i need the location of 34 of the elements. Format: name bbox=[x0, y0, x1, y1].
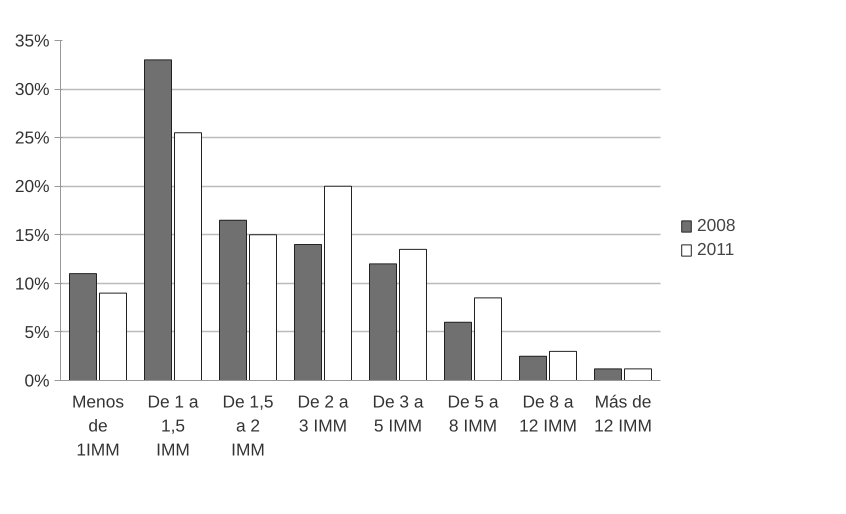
bar bbox=[324, 186, 352, 380]
x-tick-label: De 2 a 3 IMM bbox=[297, 392, 349, 436]
bar bbox=[474, 297, 502, 380]
y-tick-label: 15% bbox=[14, 224, 50, 245]
legend-label: 2011 bbox=[697, 239, 734, 260]
legend-label: 2008 bbox=[697, 215, 736, 236]
bar bbox=[549, 350, 577, 380]
bar bbox=[144, 59, 172, 380]
bar bbox=[99, 292, 127, 380]
y-tick-label: 30% bbox=[14, 79, 50, 100]
bar bbox=[399, 248, 427, 380]
x-tick-label: De 5 a 8 IMM bbox=[447, 392, 499, 436]
x-tick-label: Más de 12 IMM bbox=[594, 392, 652, 436]
x-tick-label: De 1 a 1,5 IMM bbox=[147, 392, 199, 460]
y-tick-label: 25% bbox=[14, 128, 50, 148]
bar bbox=[294, 244, 322, 380]
x-tick-label: De 8 a 12 IMM bbox=[519, 392, 577, 436]
x-tick-label: De 1,5 a 2 IMM bbox=[222, 392, 274, 460]
x-tick-label: Menos de 1IMM bbox=[72, 392, 124, 460]
bar bbox=[444, 322, 472, 380]
bar bbox=[624, 368, 652, 380]
bar bbox=[249, 234, 277, 380]
bar bbox=[369, 263, 397, 380]
bar bbox=[174, 132, 202, 380]
bar bbox=[219, 220, 247, 380]
y-tick-label: 5% bbox=[24, 322, 50, 342]
y-tick-label: 0% bbox=[24, 370, 50, 390]
bar bbox=[69, 273, 97, 380]
y-tick-label: 35% bbox=[14, 30, 50, 50]
y-tick-label: 20% bbox=[14, 176, 50, 196]
bar bbox=[594, 368, 622, 380]
y-tick-label: 10% bbox=[14, 273, 50, 294]
bar bbox=[519, 356, 547, 380]
x-tick-label: De 3 a 5 IMM bbox=[372, 392, 424, 436]
